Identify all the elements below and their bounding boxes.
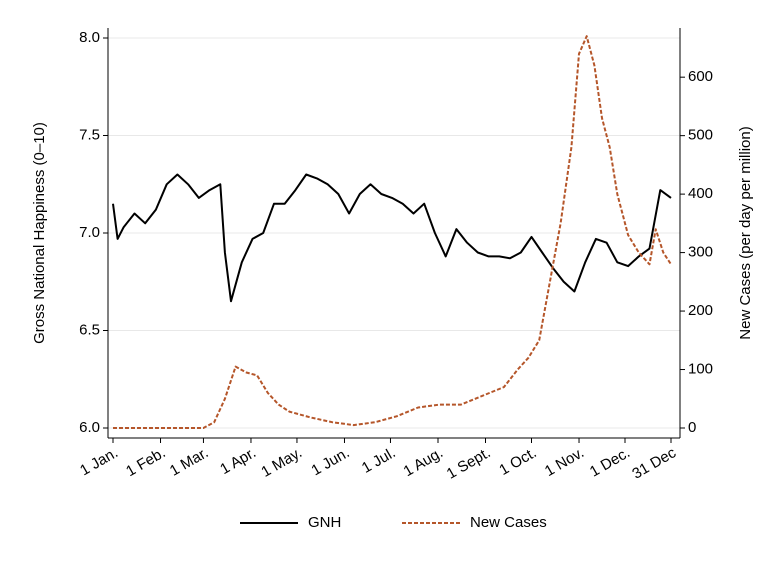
legend-label: GNH	[308, 514, 341, 531]
y2-axis-title: New Cases (per day per million)	[737, 126, 754, 339]
y2-tick-label: 100	[688, 360, 713, 377]
y2-tick-label: 0	[688, 419, 696, 436]
legend-label: New Cases	[470, 514, 547, 531]
y-tick-label: 8.0	[79, 29, 100, 46]
y2-tick-label: 400	[688, 185, 713, 202]
y-axis-title: Gross National Happiness (0–10)	[31, 122, 48, 344]
y2-tick-label: 500	[688, 127, 713, 144]
y-tick-label: 6.5	[79, 321, 100, 338]
series-line	[113, 35, 672, 429]
y2-tick-label: 200	[688, 302, 713, 319]
y-tick-label: 7.0	[79, 224, 100, 241]
y-tick-label: 6.0	[79, 419, 100, 436]
y2-tick-label: 600	[688, 68, 713, 85]
y2-tick-label: 300	[688, 244, 713, 261]
series-line	[112, 173, 672, 303]
y-tick-label: 7.5	[79, 126, 100, 143]
